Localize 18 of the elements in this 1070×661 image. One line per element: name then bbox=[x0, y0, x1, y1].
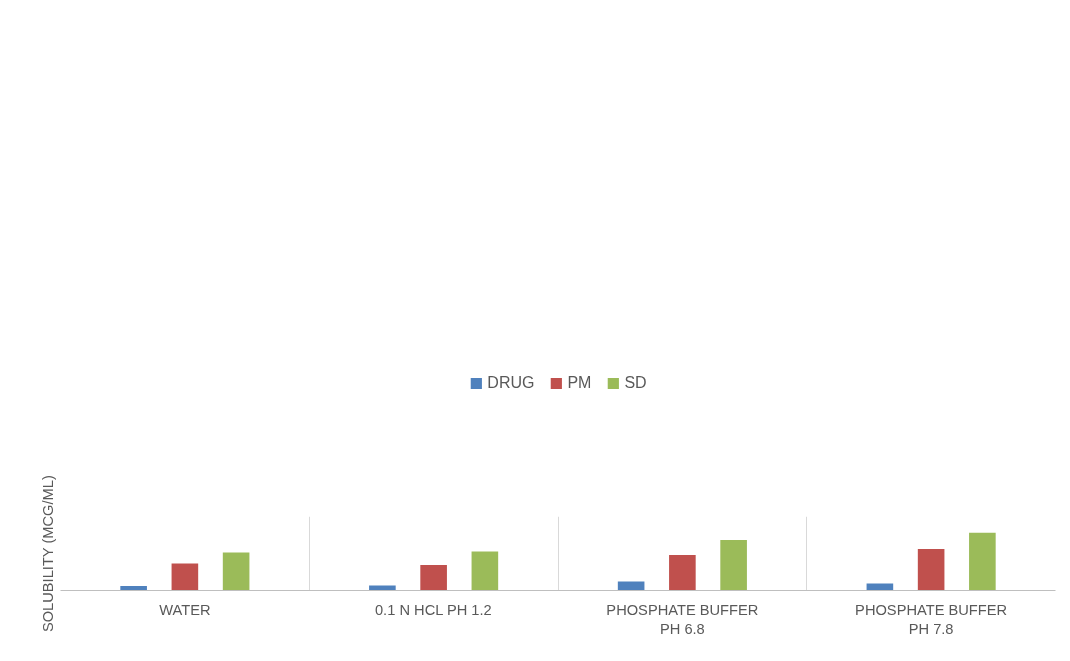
bar bbox=[917, 548, 945, 591]
x-tick-label: PHOSPHATE BUFFER PH 7.8 bbox=[855, 601, 1008, 637]
bar bbox=[171, 563, 199, 591]
bar bbox=[969, 532, 996, 591]
bar bbox=[471, 551, 499, 591]
bar bbox=[420, 565, 447, 591]
x-tick-label: PHOSPHATE BUFFER PH 6.8 bbox=[606, 601, 759, 637]
bar bbox=[669, 554, 696, 591]
legend-label: PM bbox=[567, 373, 592, 392]
y-axis-title: SOLUBILITY (MCG/ML) bbox=[39, 475, 56, 633]
legend-label: DRUG bbox=[487, 373, 535, 392]
bar bbox=[720, 539, 747, 591]
bar bbox=[369, 585, 396, 591]
x-tick-label: WATER bbox=[159, 601, 211, 618]
bar bbox=[222, 552, 250, 591]
x-tick-label: 0.1 N HCL PH 1.2 bbox=[374, 601, 492, 618]
legend-label: SD bbox=[624, 373, 647, 392]
bar bbox=[120, 586, 147, 591]
